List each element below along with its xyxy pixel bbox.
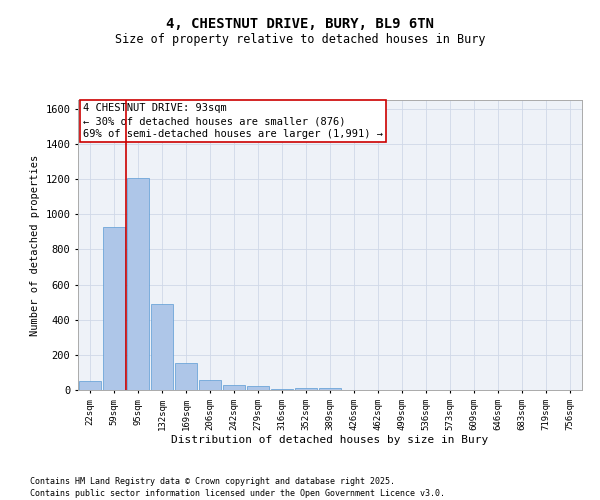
X-axis label: Distribution of detached houses by size in Bury: Distribution of detached houses by size … <box>172 436 488 446</box>
Bar <box>247 386 269 390</box>
Bar <box>151 304 173 390</box>
Bar <box>175 363 197 390</box>
Bar <box>223 384 245 390</box>
Y-axis label: Number of detached properties: Number of detached properties <box>30 154 40 336</box>
Text: Contains HM Land Registry data © Crown copyright and database right 2025.
Contai: Contains HM Land Registry data © Crown c… <box>30 476 445 498</box>
Bar <box>199 380 221 390</box>
Bar <box>103 226 125 390</box>
Text: 4 CHESTNUT DRIVE: 93sqm
← 30% of detached houses are smaller (876)
69% of semi-d: 4 CHESTNUT DRIVE: 93sqm ← 30% of detache… <box>83 103 383 140</box>
Bar <box>295 388 317 390</box>
Bar <box>79 381 101 390</box>
Bar <box>319 388 341 390</box>
Bar <box>271 389 293 390</box>
Bar <box>127 178 149 390</box>
Text: 4, CHESTNUT DRIVE, BURY, BL9 6TN: 4, CHESTNUT DRIVE, BURY, BL9 6TN <box>166 18 434 32</box>
Text: Size of property relative to detached houses in Bury: Size of property relative to detached ho… <box>115 32 485 46</box>
